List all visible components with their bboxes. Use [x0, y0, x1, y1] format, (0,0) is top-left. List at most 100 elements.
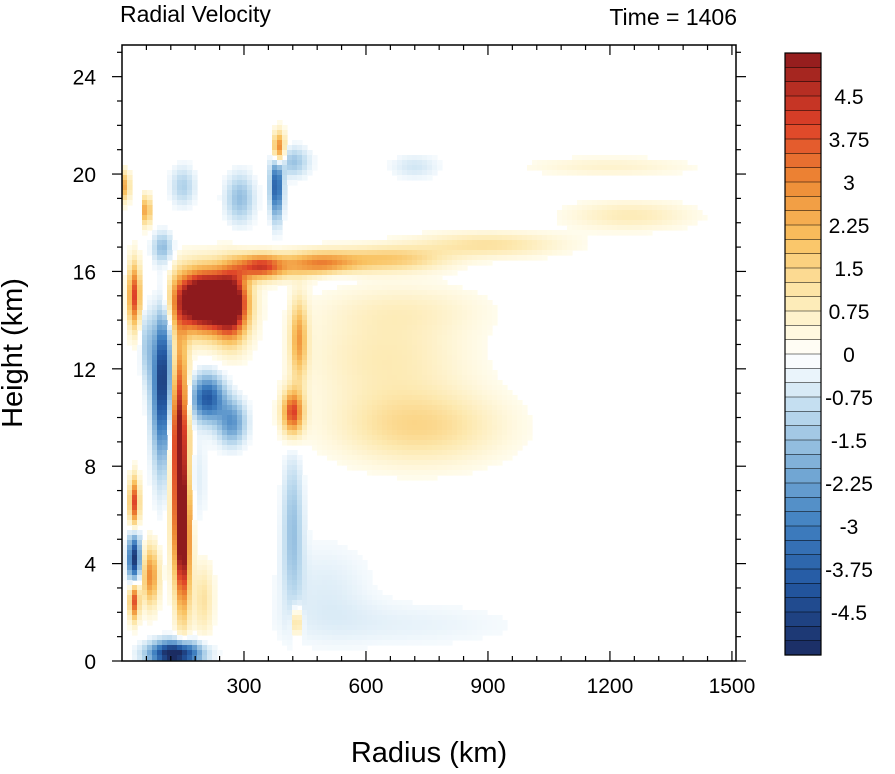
heatmap-cell — [432, 255, 438, 261]
heatmap-cell — [552, 165, 558, 171]
heatmap-cell — [357, 365, 363, 371]
heatmap-cell — [497, 405, 503, 411]
heatmap-cell — [437, 405, 443, 411]
heatmap-cell — [287, 250, 293, 256]
heatmap-cell — [377, 370, 383, 376]
heatmap-cell — [302, 380, 308, 386]
heatmap-cell — [457, 420, 463, 426]
heatmap-cell — [367, 425, 373, 431]
heatmap-cell — [377, 385, 383, 391]
heatmap-cell — [152, 345, 158, 351]
heatmap-cell — [462, 430, 468, 436]
heatmap-cell — [187, 370, 193, 376]
heatmap-cell — [397, 450, 403, 456]
heatmap-cell — [292, 570, 298, 576]
heatmap-cell — [182, 315, 188, 321]
heatmap-cell — [482, 455, 488, 461]
heatmap-cell — [392, 410, 398, 416]
heatmap-cell — [402, 395, 408, 401]
heatmap-cell — [227, 350, 233, 356]
heatmap-cell — [227, 380, 233, 386]
heatmap-cell — [397, 390, 403, 396]
heatmap-cell — [192, 345, 198, 351]
heatmap-cell — [617, 225, 623, 231]
heatmap-cell — [267, 155, 273, 161]
heatmap-cell — [157, 315, 163, 321]
heatmap-cell — [292, 525, 298, 531]
heatmap-cell — [272, 255, 278, 261]
heatmap-cell — [312, 395, 318, 401]
heatmap-cell — [412, 290, 418, 296]
heatmap-cell — [172, 385, 178, 391]
heatmap-cell — [127, 305, 133, 311]
heatmap-cell — [447, 355, 453, 361]
heatmap-cell — [172, 485, 178, 491]
heatmap-cell — [132, 585, 138, 591]
heatmap-cell — [422, 375, 428, 381]
plot-frame — [121, 44, 737, 662]
heatmap-cell — [317, 615, 323, 621]
heatmap-cell — [182, 570, 188, 576]
heatmap-cell — [292, 495, 298, 501]
heatmap-cell — [262, 290, 268, 296]
heatmap-cell — [437, 165, 443, 171]
heatmap-cell — [157, 385, 163, 391]
heatmap-cell — [452, 255, 458, 261]
heatmap-cell — [207, 340, 213, 346]
heatmap-cell — [142, 410, 148, 416]
heatmap-cell — [127, 500, 133, 506]
heatmap-cell — [377, 240, 383, 246]
heatmap-cell — [347, 290, 353, 296]
heatmap-cell — [332, 645, 338, 651]
heatmap-cell — [457, 450, 463, 456]
heatmap-cell — [192, 520, 198, 526]
heatmap-cell — [157, 420, 163, 426]
heatmap-cell — [302, 635, 308, 641]
heatmap-cell — [407, 285, 413, 291]
heatmap-cell — [362, 325, 368, 331]
heatmap-cell — [262, 260, 268, 266]
heatmap-cell — [247, 355, 253, 361]
heatmap-cell — [257, 195, 263, 201]
heatmap-cell — [182, 510, 188, 516]
heatmap-cell — [232, 315, 238, 321]
heatmap-cell — [432, 610, 438, 616]
heatmap-cell — [292, 425, 298, 431]
heatmap-cell — [167, 365, 173, 371]
heatmap-cell — [202, 565, 208, 571]
heatmap-cell — [287, 620, 293, 626]
heatmap-cell — [447, 340, 453, 346]
heatmap-cell — [387, 365, 393, 371]
heatmap-cell — [317, 600, 323, 606]
heatmap-cell — [497, 255, 503, 261]
heatmap-cell — [322, 645, 328, 651]
heatmap-cell — [387, 260, 393, 266]
heatmap-cell — [307, 535, 313, 541]
heatmap-cell — [347, 570, 353, 576]
heatmap-cell — [137, 620, 143, 626]
heatmap-cell — [147, 445, 153, 451]
heatmap-cell — [352, 365, 358, 371]
heatmap-cell — [492, 460, 498, 466]
heatmap-cell — [457, 605, 463, 611]
heatmap-cell — [312, 165, 318, 171]
heatmap-cell — [207, 620, 213, 626]
heatmap-cell — [327, 415, 333, 421]
heatmap-cell — [627, 155, 633, 161]
heatmap-cell — [427, 280, 433, 286]
heatmap-cell — [357, 575, 363, 581]
heatmap-cell — [412, 305, 418, 311]
heatmap-cell — [152, 410, 158, 416]
heatmap-cell — [452, 370, 458, 376]
heatmap-cell — [232, 410, 238, 416]
heatmap-cell — [212, 650, 218, 656]
heatmap-cell — [347, 405, 353, 411]
heatmap-cell — [152, 260, 158, 266]
heatmap-cell — [177, 555, 183, 561]
heatmap-cell — [432, 250, 438, 256]
heatmap-cell — [282, 315, 288, 321]
heatmap-cell — [417, 290, 423, 296]
heatmap-cell — [297, 555, 303, 561]
heatmap-cell — [197, 255, 203, 261]
heatmap-cell — [317, 410, 323, 416]
